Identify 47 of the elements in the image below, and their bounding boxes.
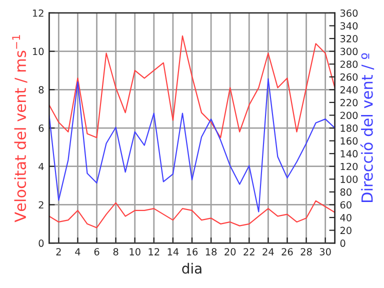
y2-tick-label: 280 bbox=[340, 60, 358, 68]
x-tick-label: 18 bbox=[206, 248, 217, 256]
line-series bbox=[49, 200, 335, 228]
y2-tick-label: 120 bbox=[340, 162, 358, 170]
y2-axis-title: Direcció del vent / º bbox=[360, 53, 374, 202]
x-tick-label: 12 bbox=[148, 248, 160, 256]
y-tick-label: 0 bbox=[38, 240, 44, 247]
x-tick-label: 20 bbox=[224, 248, 236, 256]
y2-tick-label: 60 bbox=[340, 201, 352, 209]
y2-tick-label: 220 bbox=[340, 98, 358, 106]
y-tick-label: 8 bbox=[38, 86, 44, 94]
x-tick-label: 30 bbox=[320, 248, 331, 256]
y2-tick-label: 340 bbox=[340, 22, 358, 30]
y-tick-label: 2 bbox=[38, 201, 44, 208]
y-tick-label: 6 bbox=[38, 124, 44, 132]
y-tick-label: 4 bbox=[38, 162, 44, 170]
y2-tick-label: 260 bbox=[340, 73, 358, 81]
y2-tick-label: 240 bbox=[340, 86, 358, 94]
y2-tick-label: 300 bbox=[340, 48, 358, 56]
x-tick-label: 6 bbox=[94, 248, 100, 256]
y-axis-title: Velocitat del vent / ms$^{−1}$ bbox=[12, 35, 28, 222]
x-tick-label: 8 bbox=[113, 248, 118, 256]
y-tick-label: 12 bbox=[32, 9, 44, 17]
x-tick-label: 10 bbox=[130, 248, 140, 256]
x-tick-label: 24 bbox=[262, 248, 274, 256]
x-tick-label: 16 bbox=[186, 248, 198, 256]
line-series bbox=[49, 78, 335, 212]
x-tick-label: 14 bbox=[168, 248, 179, 256]
y2-tick-label: 0 bbox=[340, 240, 346, 247]
y2-tick-label: 140 bbox=[340, 150, 358, 158]
x-tick-label: 28 bbox=[300, 248, 312, 256]
x-tick-label: 2 bbox=[56, 248, 61, 256]
y2-tick-label: 160 bbox=[340, 137, 358, 145]
y2-tick-label: 100 bbox=[340, 176, 358, 183]
y2-tick-label: 40 bbox=[340, 214, 352, 222]
y2-tick-label: 80 bbox=[340, 188, 352, 196]
line-series bbox=[49, 35, 335, 138]
x-tick-label: 26 bbox=[282, 248, 293, 256]
y2-tick-label: 180 bbox=[340, 124, 358, 132]
x-axis-title: dia bbox=[182, 262, 202, 274]
y2-tick-label: 360 bbox=[340, 9, 358, 17]
y2-tick-label: 200 bbox=[340, 112, 358, 120]
y2-tick-label: 20 bbox=[340, 226, 352, 234]
x-tick-label: 22 bbox=[244, 248, 254, 256]
x-tick-label: 4 bbox=[75, 248, 80, 256]
y-tick-label: 10 bbox=[32, 48, 44, 56]
y2-tick-label: 320 bbox=[340, 35, 358, 42]
